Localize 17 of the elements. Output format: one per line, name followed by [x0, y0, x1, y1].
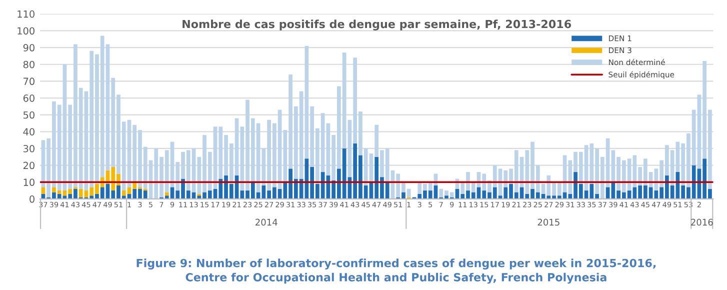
- y-tick-label: 0: [30, 195, 34, 203]
- text: 2015: [538, 218, 560, 226]
- text: 2016: [691, 218, 713, 226]
- y-tick-label: 60: [23, 94, 34, 102]
- text: 2014: [256, 218, 278, 226]
- y-tick-label: 50: [24, 111, 34, 119]
- y-tick-label: 10: [24, 178, 34, 186]
- y-tick-label: 100: [18, 27, 34, 35]
- y-tick-label: 40: [23, 128, 34, 136]
- chart-title: Nombre de cas positifs de dengue par semaine, Pf, 2013-2016: [182, 20, 572, 30]
- y-tick-label: 110: [18, 10, 34, 18]
- y-tick-label: 90: [23, 44, 34, 52]
- y-tick-label: 30: [23, 144, 34, 152]
- caption: Figure 9: Number of laboratory-confirmed cases of dengue per week in 2015-2016, Centre for Occupational Health and Public Safety, French Polynesia: [136, 258, 656, 284]
- y-tick-label: 80: [23, 60, 34, 68]
- y-tick-label: 70: [24, 78, 34, 86]
- y-tick-label: 20: [23, 162, 34, 170]
